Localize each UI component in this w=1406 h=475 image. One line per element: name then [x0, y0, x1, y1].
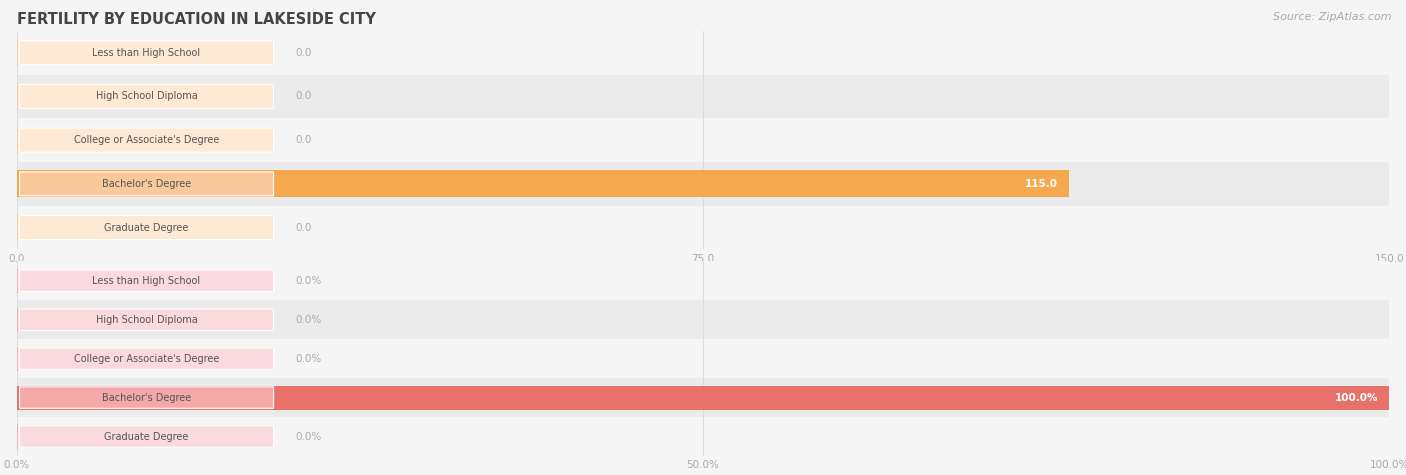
- FancyBboxPatch shape: [20, 41, 274, 65]
- Text: FERTILITY BY EDUCATION IN LAKESIDE CITY: FERTILITY BY EDUCATION IN LAKESIDE CITY: [17, 12, 375, 27]
- FancyBboxPatch shape: [20, 387, 274, 408]
- FancyBboxPatch shape: [20, 85, 274, 108]
- Text: College or Associate's Degree: College or Associate's Degree: [75, 353, 219, 364]
- Text: College or Associate's Degree: College or Associate's Degree: [75, 135, 219, 145]
- FancyBboxPatch shape: [20, 216, 274, 239]
- FancyBboxPatch shape: [20, 172, 274, 196]
- Text: 0.0: 0.0: [295, 91, 312, 102]
- Text: 100.0%: 100.0%: [1334, 392, 1378, 403]
- Text: 0.0%: 0.0%: [295, 276, 322, 286]
- Text: Less than High School: Less than High School: [93, 276, 201, 286]
- Bar: [17, 206, 1389, 249]
- Text: Source: ZipAtlas.com: Source: ZipAtlas.com: [1274, 12, 1392, 22]
- Bar: [17, 339, 1389, 378]
- Text: 0.0: 0.0: [295, 135, 312, 145]
- Bar: [17, 300, 1389, 339]
- FancyBboxPatch shape: [20, 128, 274, 152]
- Text: 0.0%: 0.0%: [295, 314, 322, 325]
- Text: 0.0: 0.0: [295, 48, 312, 58]
- Bar: [17, 417, 1389, 456]
- Text: Graduate Degree: Graduate Degree: [104, 222, 188, 233]
- FancyBboxPatch shape: [20, 348, 274, 370]
- Text: Less than High School: Less than High School: [93, 48, 201, 58]
- Bar: [17, 378, 1389, 417]
- Text: Bachelor's Degree: Bachelor's Degree: [101, 392, 191, 403]
- Text: 0.0%: 0.0%: [295, 353, 322, 364]
- Bar: [17, 31, 1389, 75]
- Bar: [17, 261, 1389, 300]
- FancyBboxPatch shape: [20, 270, 274, 292]
- Text: 115.0: 115.0: [1025, 179, 1057, 189]
- Text: Bachelor's Degree: Bachelor's Degree: [101, 179, 191, 189]
- Text: High School Diploma: High School Diploma: [96, 91, 197, 102]
- Text: Graduate Degree: Graduate Degree: [104, 431, 188, 442]
- FancyBboxPatch shape: [20, 426, 274, 447]
- Bar: [17, 162, 1389, 206]
- Bar: [17, 118, 1389, 162]
- Bar: [17, 75, 1389, 118]
- Text: High School Diploma: High School Diploma: [96, 314, 197, 325]
- Text: 0.0%: 0.0%: [295, 431, 322, 442]
- Bar: [17, 170, 1069, 198]
- FancyBboxPatch shape: [20, 309, 274, 331]
- Bar: [17, 386, 1389, 409]
- Text: 0.0: 0.0: [295, 222, 312, 233]
